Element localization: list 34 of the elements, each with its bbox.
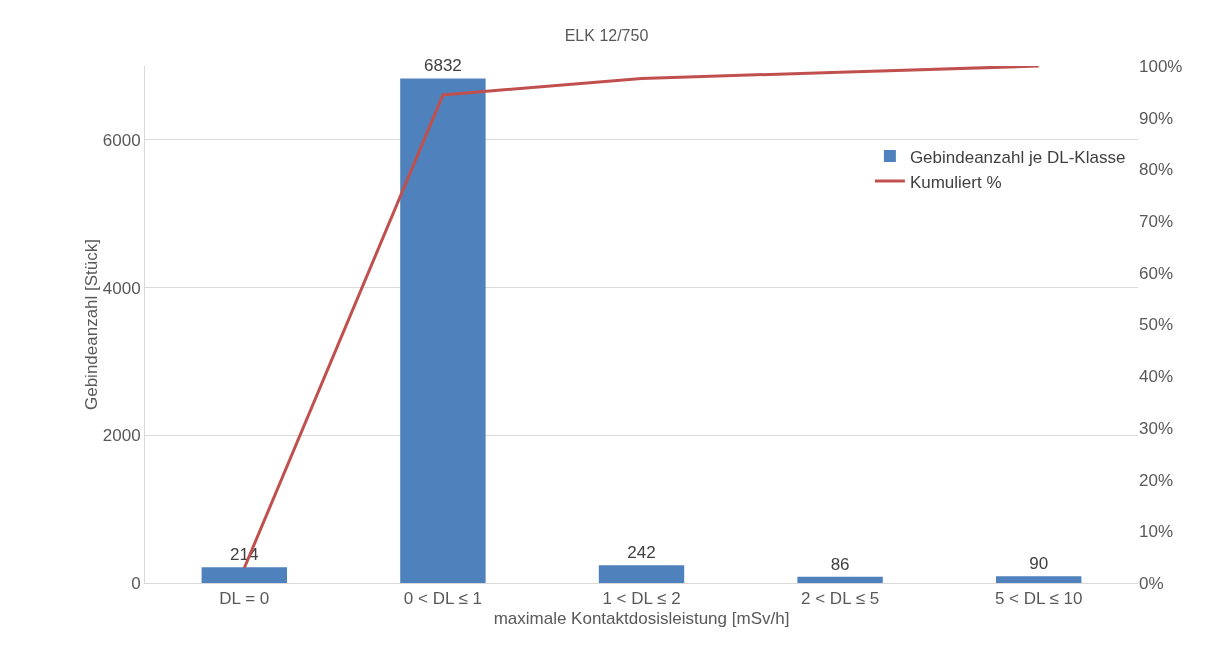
bar [996,576,1082,583]
y-tick-label: 6000 [102,130,141,150]
y2-tick-label: 40% [1139,367,1174,387]
y2-tick-label: 0% [1139,573,1164,593]
x-axis-title: maximale Kontaktdosisleistung [mSv/h] [493,608,790,628]
data-label: 90 [1029,554,1049,574]
y-tick-label: 0 [131,573,141,593]
y2-tick-label: 70% [1139,212,1174,232]
legend-label: Kumuliert % [909,172,1002,192]
y2-tick-label: 60% [1139,263,1174,283]
y-axis-title: Gebindeanzahl [Stück] [81,238,101,411]
x-tick-label: 2 < DL ≤ 5 [801,589,880,609]
y-tick-label: 2000 [102,426,141,446]
y2-tick-label: 30% [1139,418,1174,438]
y2-tick-label: 50% [1139,315,1174,335]
y2-tick-label: 10% [1139,522,1174,542]
chart-title: ELK 12/750 [564,27,649,45]
y2-tick-label: 100% [1139,56,1183,76]
data-label: 242 [627,543,656,563]
x-tick-label: 0 < DL ≤ 1 [403,589,482,609]
bar [797,576,883,583]
legend-label: Gebindeanzahl je DL-Klasse [909,147,1126,167]
y2-tick-label: 80% [1139,160,1174,180]
data-label: 6832 [423,56,462,76]
bar [598,565,685,583]
y2-tick-label: 20% [1139,470,1174,490]
bar [400,78,486,583]
y2-tick-label: 90% [1139,108,1174,128]
x-tick-label: DL = 0 [219,589,270,609]
x-tick-label: 1 < DL ≤ 2 [602,589,681,609]
y-tick-label: 4000 [102,278,141,298]
bar [201,567,287,583]
data-label: 86 [830,554,850,574]
x-tick-label: 5 < DL ≤ 10 [994,589,1083,609]
